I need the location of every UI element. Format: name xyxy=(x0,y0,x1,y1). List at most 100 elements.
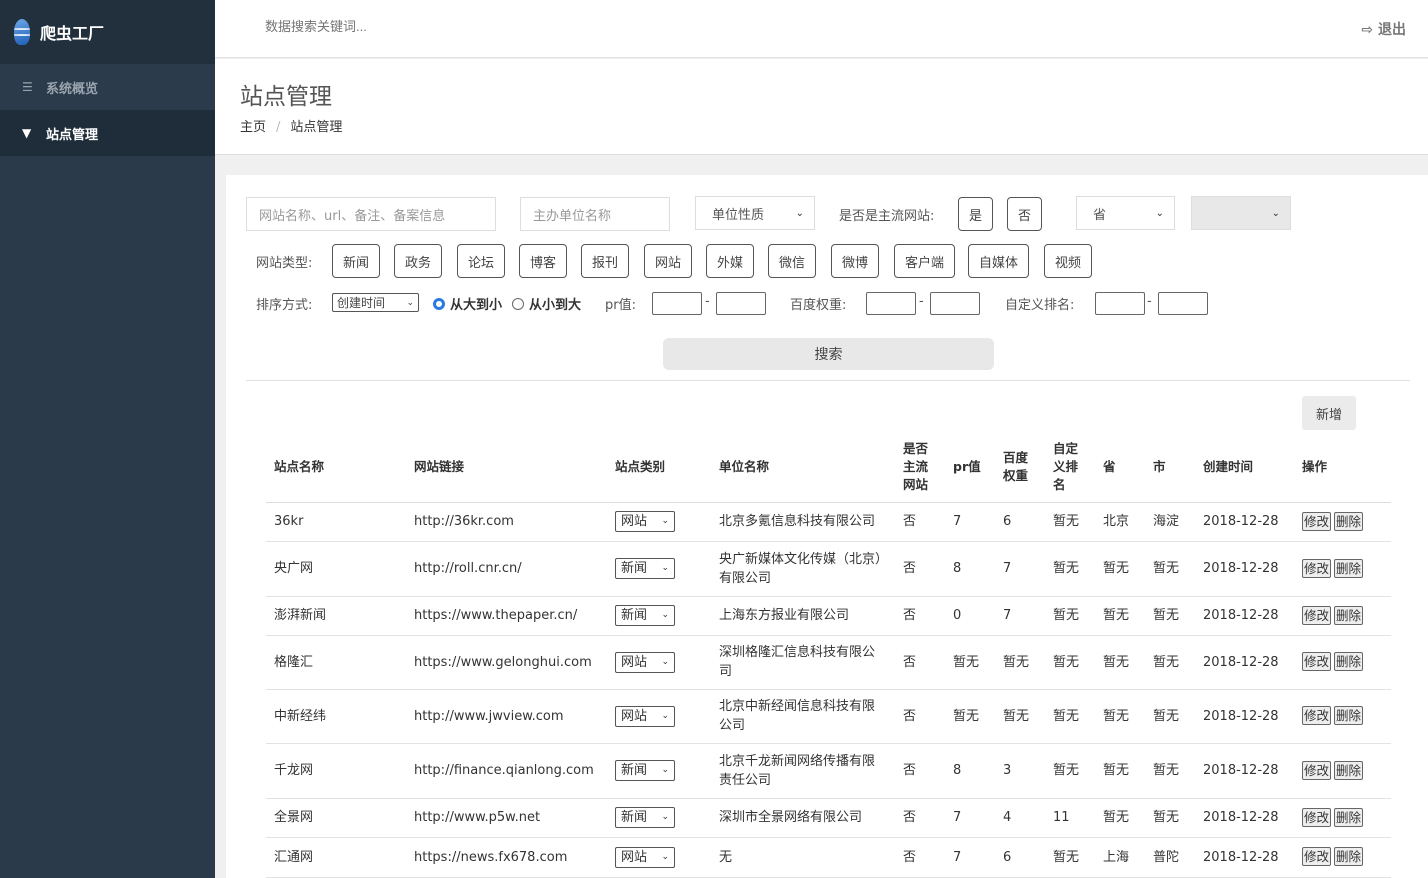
type-button[interactable]: 政务 xyxy=(394,244,443,278)
page-title: 站点管理 xyxy=(240,84,332,110)
type-button[interactable]: 外媒 xyxy=(706,244,755,278)
org-type-value: 单位性质 xyxy=(712,207,765,223)
table-cell: 2018-12-28 xyxy=(1195,541,1294,597)
sort-asc-radio[interactable]: 从小到大 xyxy=(512,294,581,313)
edit-button[interactable]: 修改 xyxy=(1302,807,1332,827)
table-row: 澎湃新闻 https://www.thepaper.cn/新闻 ⌄ 上海东方报业有限公… xyxy=(266,596,1391,636)
category-select[interactable]: 新闻 ⌄ xyxy=(615,760,675,781)
delete-button[interactable]: 删除 xyxy=(1334,652,1364,671)
delete-button[interactable]: 删除 xyxy=(1334,558,1364,578)
org-type-select[interactable]: 单位性质 ⌄ xyxy=(695,196,815,230)
category-select[interactable]: 新闻 ⌄ xyxy=(615,558,675,579)
sort-desc-radio[interactable]: 从大到小 xyxy=(433,294,502,313)
logout-button[interactable]: ⇨ 退出 xyxy=(1361,19,1406,39)
type-button[interactable]: 视频 xyxy=(1044,244,1093,278)
type-button[interactable]: 博客 xyxy=(519,244,568,278)
category-select[interactable]: 新闻 ⌄ xyxy=(615,605,675,626)
type-button[interactable]: 微博 xyxy=(831,244,880,278)
search-button[interactable]: 搜索 xyxy=(663,338,994,370)
mainstream-no-button[interactable]: 否 xyxy=(1007,197,1042,231)
type-button[interactable]: 论坛 xyxy=(457,244,506,278)
category-select[interactable]: 网站 ⌄ xyxy=(615,651,675,673)
edit-button[interactable]: 修改 xyxy=(1302,652,1332,671)
brand[interactable]: 爬虫工厂 xyxy=(0,0,215,64)
table-cell: https://www.thepaper.cn/ xyxy=(406,596,607,636)
category-select[interactable]: 网站 ⌄ xyxy=(615,705,675,727)
type-button[interactable]: 自媒体 xyxy=(968,244,1030,278)
table-cell: 2018-12-28 xyxy=(1195,596,1294,636)
edit-button[interactable]: 修改 xyxy=(1302,706,1332,725)
table-cell: 暂无 xyxy=(1095,596,1145,636)
edit-button[interactable]: 修改 xyxy=(1302,605,1332,625)
column-header: 市 xyxy=(1145,432,1195,503)
category-value: 新闻 xyxy=(621,763,648,778)
table-cell: 3 xyxy=(995,743,1045,799)
delete-button[interactable]: 删除 xyxy=(1334,847,1364,866)
mainstream-yes-button[interactable]: 是 xyxy=(958,197,993,231)
table-cell: 6 xyxy=(995,837,1045,878)
type-button[interactable]: 报刊 xyxy=(581,244,630,278)
rank-max-input[interactable] xyxy=(1158,292,1208,315)
delete-button[interactable]: 删除 xyxy=(1334,807,1364,827)
column-header: pr值 xyxy=(945,432,995,503)
filter-icon: ▼ xyxy=(22,126,32,140)
province-select[interactable]: 省 ⌄ xyxy=(1076,196,1175,230)
table-cell: http://36kr.com xyxy=(406,502,607,542)
delete-button[interactable]: 删除 xyxy=(1334,511,1364,531)
type-button[interactable]: 新闻 xyxy=(332,244,381,278)
table-row: 央广网 http://roll.cnr.cn/新闻 ⌄ 央广新媒体文化传媒（北京）有限… xyxy=(266,541,1391,597)
breadcrumb-home[interactable]: 主页 xyxy=(240,120,267,135)
pr-max-input[interactable] xyxy=(716,292,766,315)
table-cell: 深圳格隆汇信息科技有限公司 xyxy=(711,635,895,690)
add-button[interactable]: 新增 xyxy=(1302,396,1356,430)
table-cell: 中新经纬 xyxy=(266,689,406,744)
table-cell: 全景网 xyxy=(266,798,406,838)
type-button[interactable]: 网站 xyxy=(644,244,693,278)
edit-button[interactable]: 修改 xyxy=(1302,760,1332,780)
pr-min-input[interactable] xyxy=(652,292,702,315)
category-select[interactable]: 网站 ⌄ xyxy=(615,846,675,868)
category-select[interactable]: 网站 ⌄ xyxy=(615,511,675,532)
table-cell: 暂无 xyxy=(995,689,1045,744)
table-cell: 无 xyxy=(711,837,895,878)
actions-cell: 修改 删除 xyxy=(1294,837,1391,878)
type-button[interactable]: 客户端 xyxy=(894,244,956,278)
delete-button[interactable]: 删除 xyxy=(1334,605,1364,625)
sidebar-item-label: 站点管理 xyxy=(46,127,99,143)
type-button[interactable]: 微信 xyxy=(768,244,817,278)
table-cell: 7 xyxy=(995,596,1045,636)
city-select[interactable]: ⌄ xyxy=(1191,196,1291,230)
baidu-max-input[interactable] xyxy=(930,292,980,315)
content-card: 网站名称、url、备注、备案信息 主办单位名称 单位性质 ⌄ 是否是主流网站: 是… xyxy=(226,175,1428,878)
category-value: 网站 xyxy=(621,654,648,670)
edit-button[interactable]: 修改 xyxy=(1302,847,1332,866)
sidebar-item-sites[interactable]: ▼ 站点管理 xyxy=(0,110,215,156)
category-select[interactable]: 新闻 ⌄ xyxy=(615,807,675,828)
table-cell: 北京 xyxy=(1095,502,1145,542)
delete-button[interactable]: 删除 xyxy=(1334,760,1364,780)
actions-cell: 修改 删除 xyxy=(1294,798,1391,838)
sidebar-item-overview[interactable]: ☰ 系统概览 xyxy=(0,64,215,110)
edit-button[interactable]: 修改 xyxy=(1302,558,1332,578)
column-header: 站点名称 xyxy=(266,432,406,503)
delete-button[interactable]: 删除 xyxy=(1334,706,1364,725)
search-input[interactable] xyxy=(265,19,565,34)
mainstream-label: 是否是主流网站: xyxy=(839,209,935,224)
edit-button[interactable]: 修改 xyxy=(1302,511,1332,531)
table-cell: 北京中新经闻信息科技有限公司 xyxy=(711,689,895,744)
sort-field-select[interactable]: 创建时间 ⌄ xyxy=(332,293,419,312)
table-cell: 2018-12-28 xyxy=(1195,635,1294,690)
table-row: 全景网 http://www.p5w.net 新闻 ⌄ 深圳市全景网络有限公司否 7 4 11… xyxy=(266,798,1391,838)
category-value: 新闻 xyxy=(621,608,648,623)
table-cell: 暂无 xyxy=(1045,502,1095,542)
keyword-input[interactable]: 网站名称、url、备注、备案信息 xyxy=(246,197,496,231)
table-cell: 北京千龙新闻网络传播有限责任公司 xyxy=(711,743,895,799)
table-cell: 暂无 xyxy=(1045,596,1095,636)
table-cell: 否 xyxy=(895,596,945,636)
logout-icon: ⇨ xyxy=(1361,22,1378,38)
rank-min-input[interactable] xyxy=(1095,292,1145,315)
baidu-min-input[interactable] xyxy=(866,292,916,315)
table-row: 汇通网 https://news.fx678.com 网站 ⌄ 无否 7 6 暂无 上海 普陀 20… xyxy=(266,837,1391,878)
org-name-input[interactable]: 主办单位名称 xyxy=(520,197,670,231)
table-cell: 8 xyxy=(945,541,995,597)
